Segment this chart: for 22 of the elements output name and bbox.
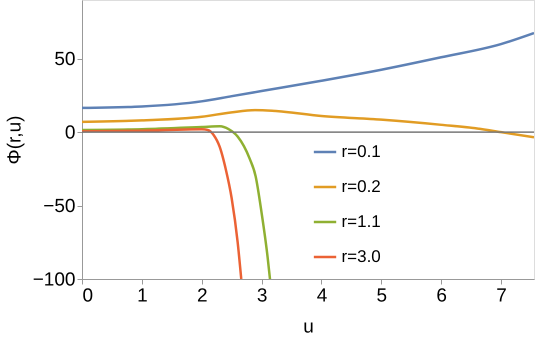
y-tick-label: −100 xyxy=(32,270,76,290)
line-series xyxy=(82,128,242,279)
x-tick-label: 2 xyxy=(196,286,208,306)
x-tick-label: 4 xyxy=(316,286,328,306)
x-tick-label: 3 xyxy=(256,286,268,306)
x-tick-label: 1 xyxy=(137,286,148,306)
legend-label: r=1.1 xyxy=(342,212,381,231)
legend-label: r=3.0 xyxy=(342,247,381,266)
y-tick-label: 0 xyxy=(64,122,76,144)
x-axis-title: u xyxy=(303,316,314,338)
y-axis-title: Φ(r,u) xyxy=(4,116,26,164)
x-tick-label: 6 xyxy=(436,286,447,306)
x-tick-label: 7 xyxy=(496,286,507,306)
line-series xyxy=(82,125,272,279)
x-tick-label: 5 xyxy=(376,286,388,306)
legend-label: r=0.2 xyxy=(342,177,381,196)
legend-label: r=0.1 xyxy=(342,142,381,161)
y-tick-label: −50 xyxy=(43,196,76,218)
x-tick-label: 0 xyxy=(82,286,94,306)
line-series xyxy=(82,108,534,139)
y-tick-label: 50 xyxy=(54,49,76,70)
line-series xyxy=(82,32,534,110)
